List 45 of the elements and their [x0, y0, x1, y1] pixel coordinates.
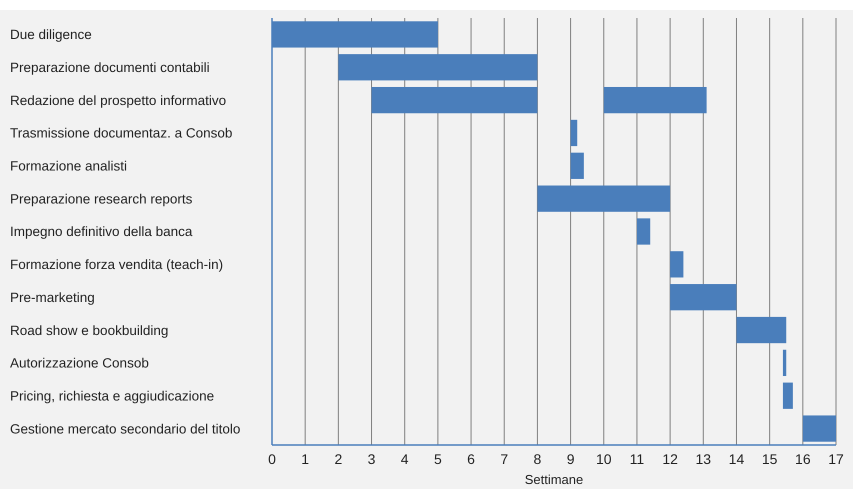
x-axis-title: Settimane: [524, 472, 584, 487]
y-tick-label: Formazione analisti: [10, 158, 128, 174]
bar: [736, 316, 786, 344]
y-tick-label: Due diligence: [10, 27, 92, 42]
bar: [570, 152, 584, 179]
y-tick-label: Preparazione documenti contabili: [10, 60, 210, 75]
y-tick-label: Autorizzazione Consob: [10, 356, 149, 371]
y-tick-label: Formazione forza vendita (teach-in): [10, 257, 224, 272]
x-tick-label: 9: [566, 451, 575, 467]
y-tick-label: Pre-marketing: [10, 290, 95, 305]
bar: [604, 86, 707, 114]
x-tick-label: 7: [500, 451, 508, 467]
y-tick-label: Preparazione research reports: [10, 191, 193, 206]
x-tick-label: 5: [434, 451, 442, 467]
x-tick-label: 12: [662, 451, 678, 467]
x-tick-label: 1: [301, 451, 310, 467]
x-tick-label: 15: [762, 451, 778, 467]
bar: [782, 382, 793, 409]
x-tick-label: 4: [400, 451, 409, 467]
bar: [670, 284, 736, 310]
y-tick-label: Pricing, richiesta e aggiudicazione: [10, 388, 214, 404]
x-tick-label: 14: [728, 451, 744, 467]
bar: [570, 120, 578, 146]
bar: [782, 350, 786, 376]
y-tick-label: Impegno definitivo della banca: [10, 224, 193, 240]
x-tick-label: 17: [828, 451, 844, 467]
bar: [338, 54, 538, 80]
bar: [636, 218, 650, 245]
x-tick-label: 2: [334, 451, 342, 467]
x-tick-label: 10: [596, 451, 612, 467]
y-tick-label: Gestione mercato secondario del titolo: [10, 421, 240, 436]
y-tick-label: Road show e bookbuilding: [10, 322, 168, 338]
x-tick-label: 16: [795, 451, 811, 467]
bar: [802, 415, 836, 442]
x-tick-label: 0: [268, 451, 276, 467]
x-tick-label: 11: [630, 451, 644, 467]
x-tick-label: 6: [467, 451, 476, 467]
x-tick-label: 3: [368, 451, 376, 467]
bar: [372, 86, 538, 114]
bar: [670, 251, 684, 278]
y-tick-label: Redazione del prospetto informativo: [10, 92, 226, 108]
x-tick-label: 13: [696, 451, 712, 467]
y-tick-label: Trasmissione documentaz. a Consob: [10, 126, 232, 141]
bar: [537, 186, 670, 212]
x-tick-label: 8: [534, 451, 542, 467]
